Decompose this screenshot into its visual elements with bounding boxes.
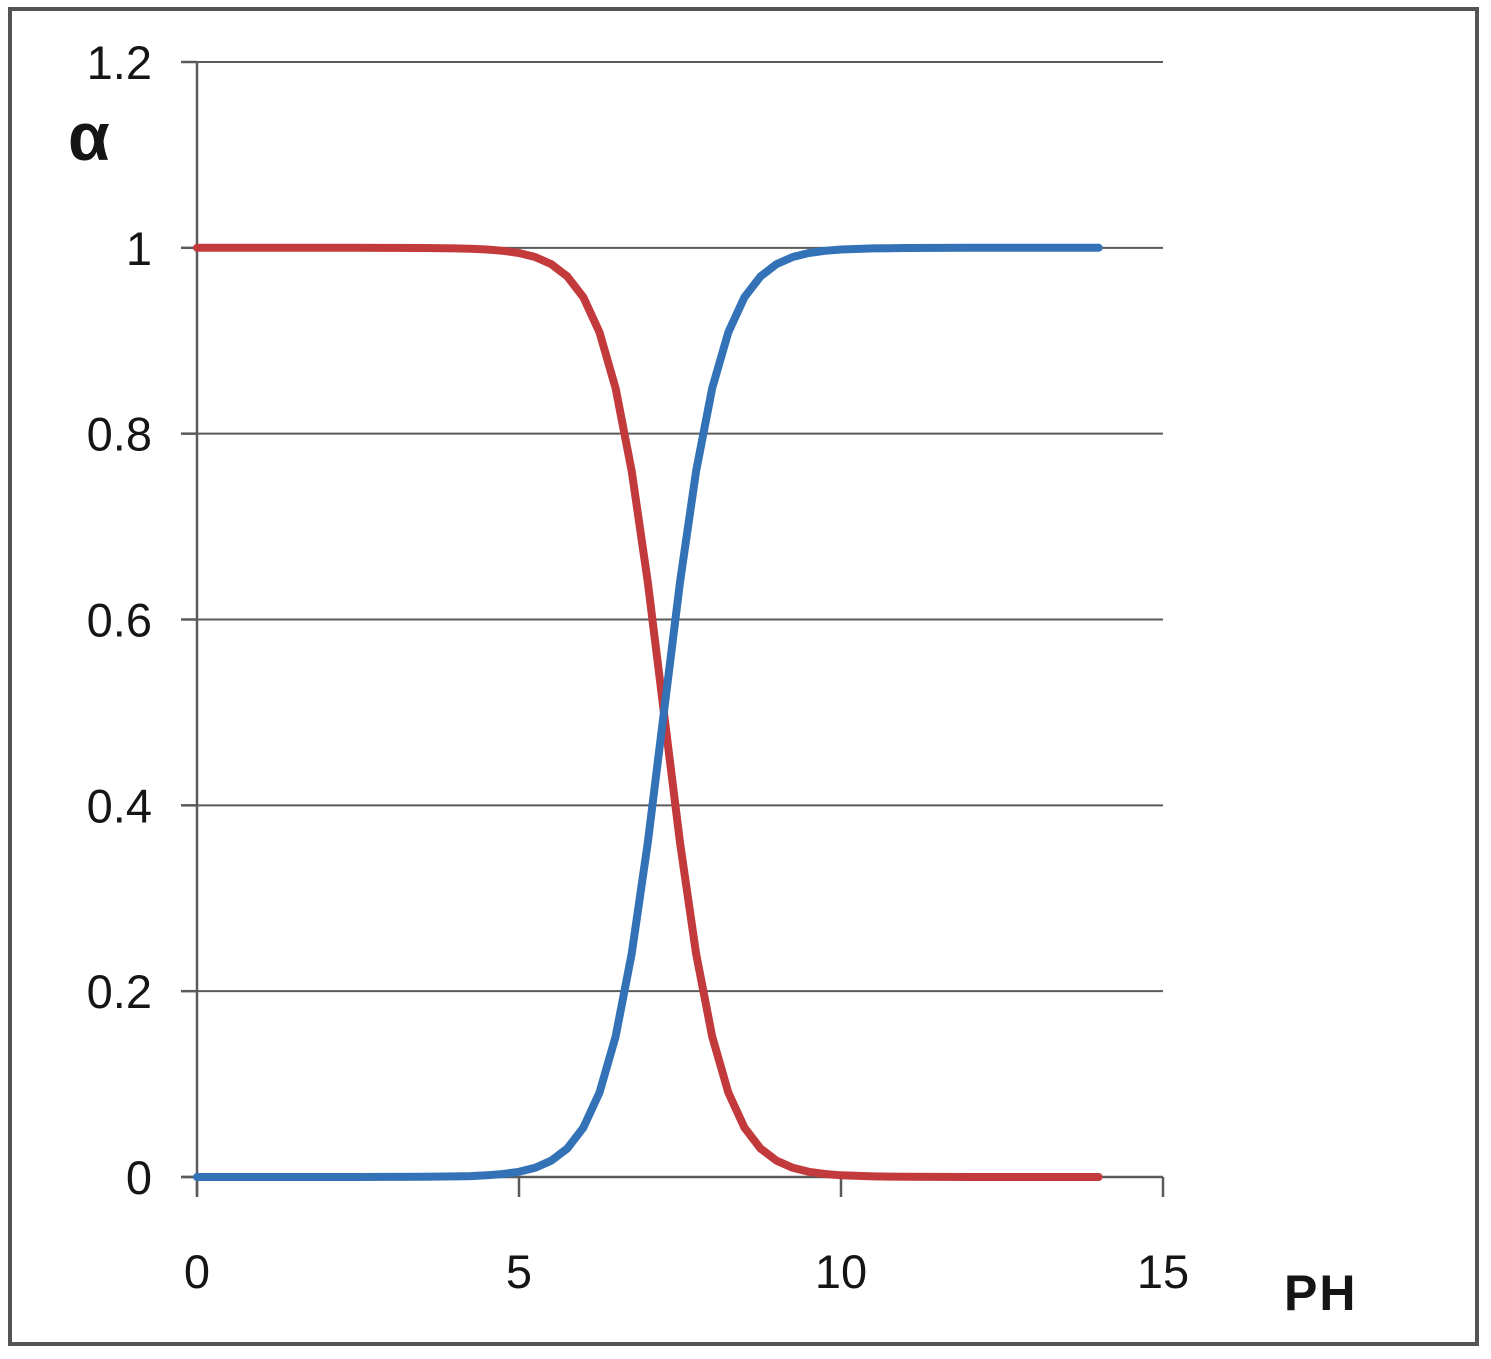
y-tick-label: 0.2 — [87, 965, 152, 1018]
y-tick-label: 0 — [126, 1151, 152, 1204]
y-tick-label: 0.8 — [87, 408, 152, 461]
y-axis-label-alpha: α — [68, 99, 110, 175]
x-tick-label: 5 — [506, 1245, 532, 1298]
x-tick-label: 0 — [184, 1245, 210, 1298]
y-tick-label: 1 — [126, 222, 152, 275]
red-decreasing-curve — [193, 243, 1103, 1181]
x-axis-label-ph: PH — [1284, 1265, 1358, 1321]
x-tick-label: 15 — [1137, 1245, 1189, 1298]
blue-increasing-curve — [193, 243, 1103, 1181]
x-tick-label: 10 — [815, 1245, 867, 1298]
y-tick-label: 1.2 — [87, 36, 152, 89]
y-tick-label: 0.6 — [87, 593, 152, 646]
y-tick-label: 0.4 — [87, 779, 152, 832]
